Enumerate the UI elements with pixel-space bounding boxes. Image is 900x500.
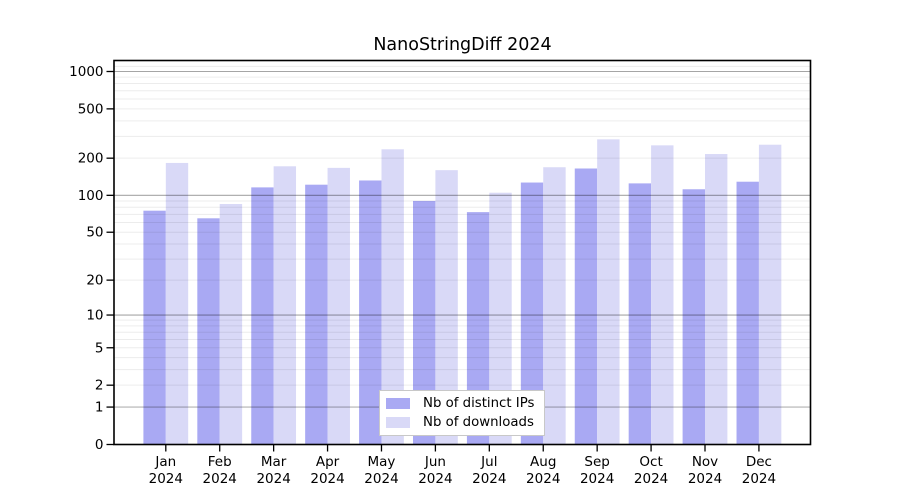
x-tick-label-year: 2024 xyxy=(364,471,398,487)
y-tick-label: 20 xyxy=(86,273,103,289)
legend-swatch-downloads xyxy=(386,417,410,428)
bar-downloads-nov xyxy=(705,154,728,445)
x-tick-label-month: Jul xyxy=(480,454,497,470)
y-tick-label: 50 xyxy=(86,225,103,241)
y-tick-label: 1000 xyxy=(69,64,103,80)
bar-downloads-mar xyxy=(273,166,297,445)
x-tick-label-month: Apr xyxy=(316,454,340,470)
x-tick-label-year: 2024 xyxy=(310,471,344,487)
bar-downloads-feb xyxy=(219,204,243,445)
x-tick-label-month: Jan xyxy=(154,454,176,470)
bar-ips-dec xyxy=(736,181,759,445)
x-tick-label-year: 2024 xyxy=(688,471,722,487)
x-tick-label-year: 2024 xyxy=(742,471,776,487)
bar-ips-oct xyxy=(628,183,652,445)
legend-entry-distinct-ips: Nb of distinct IPs xyxy=(386,396,544,411)
x-tick-label-year: 2024 xyxy=(418,471,452,487)
x-tick-label-year: 2024 xyxy=(472,471,506,487)
chart-title: NanoStringDiff 2024 xyxy=(373,35,552,55)
x-tick-label-month: Sep xyxy=(584,454,609,470)
x-tick-label-year: 2024 xyxy=(149,471,183,487)
x-tick-label-month: Oct xyxy=(639,454,662,470)
bar-ips-may xyxy=(359,180,382,445)
y-tick-label: 500 xyxy=(78,101,104,117)
legend-label-distinct-ips: Nb of distinct IPs xyxy=(423,396,535,411)
x-tick-label-year: 2024 xyxy=(580,471,614,487)
bar-downloads-may xyxy=(381,149,404,445)
x-tick-label-year: 2024 xyxy=(203,471,237,487)
y-tick-label: 100 xyxy=(78,188,104,204)
bar-downloads-jan xyxy=(165,162,189,445)
x-tick-label-month: Nov xyxy=(692,454,718,470)
bar-downloads-aug xyxy=(543,167,566,445)
bar-ips-jul xyxy=(466,212,490,445)
bar-downloads-oct xyxy=(651,145,674,445)
y-tick-label: 1 xyxy=(95,400,104,416)
bar-ips-feb xyxy=(197,218,220,445)
bar-ips-jan xyxy=(143,210,166,445)
bar-downloads-apr xyxy=(327,167,350,445)
x-tick-label-month: Aug xyxy=(530,454,556,470)
bar-ips-mar xyxy=(251,187,274,445)
bar-ips-jun xyxy=(413,200,436,445)
y-tick-label: 5 xyxy=(95,340,104,356)
bar-downloads-sep xyxy=(597,139,620,445)
x-tick-label-year: 2024 xyxy=(526,471,560,487)
bar-ips-aug xyxy=(520,182,544,445)
y-tick-label: 2 xyxy=(95,378,104,394)
legend-swatch-distinct-ips xyxy=(386,398,410,409)
y-tick-label: 10 xyxy=(86,308,103,324)
x-tick-label-month: Feb xyxy=(208,454,232,470)
bar-downloads-jul xyxy=(489,192,512,445)
chart-legend: Nb of distinct IPs Nb of downloads xyxy=(379,390,545,436)
legend-label-downloads: Nb of downloads xyxy=(423,415,534,430)
bar-ips-apr xyxy=(305,184,328,445)
x-tick-label-month: Jun xyxy=(424,454,446,470)
y-tick-label: 0 xyxy=(95,437,104,453)
bar-ips-nov xyxy=(682,189,705,445)
bar-ips-sep xyxy=(574,168,598,445)
x-tick-label-month: Dec xyxy=(746,454,772,470)
x-tick-label-year: 2024 xyxy=(634,471,668,487)
x-tick-label-month: May xyxy=(368,454,396,470)
x-tick-label-month: Mar xyxy=(261,454,287,470)
legend-entry-downloads: Nb of downloads xyxy=(386,415,544,430)
bar-downloads-dec xyxy=(758,144,782,445)
x-tick-label-year: 2024 xyxy=(256,471,290,487)
plot-box xyxy=(113,59,812,446)
y-tick-label: 200 xyxy=(78,151,104,167)
bar-downloads-jun xyxy=(435,170,458,445)
